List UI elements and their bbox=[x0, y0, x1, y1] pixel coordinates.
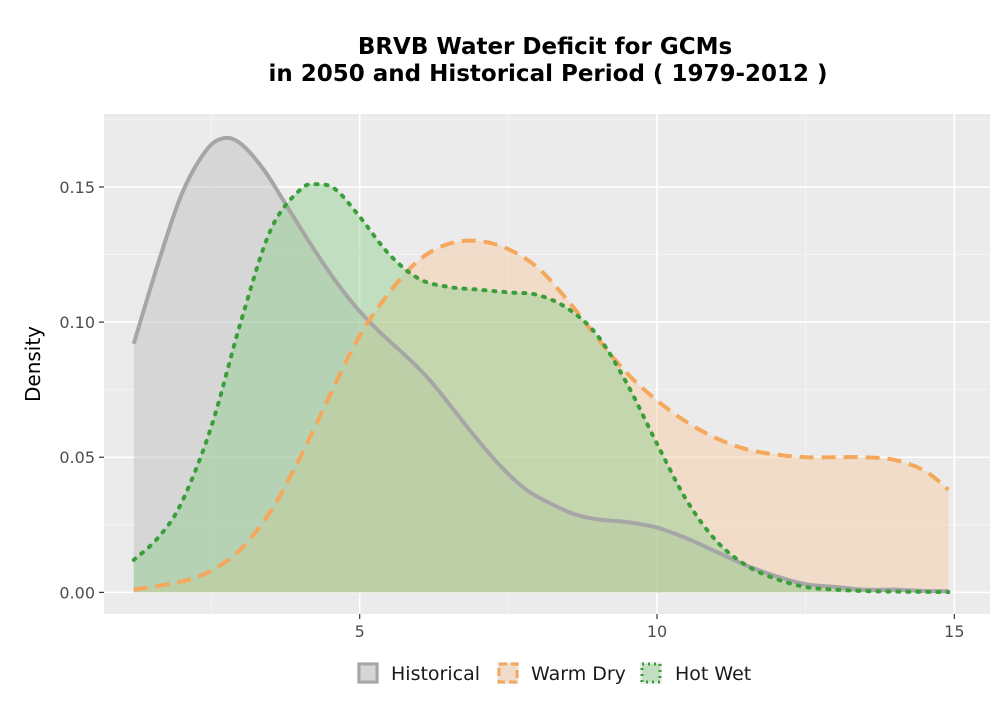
y-tick-label: 0.10 bbox=[59, 313, 95, 332]
legend-key-border-historical bbox=[357, 662, 379, 684]
series-layer bbox=[131, 135, 951, 595]
legend-key-fill-historical bbox=[359, 664, 377, 682]
legend-label-warm-dry: Warm Dry bbox=[531, 663, 626, 685]
density-area-warm-dry bbox=[133, 240, 949, 593]
legend-key-border-warm-dry bbox=[497, 662, 519, 684]
legend-key-bg-historical bbox=[357, 662, 379, 684]
y-tick-label: 0.05 bbox=[59, 448, 95, 467]
grid-layer bbox=[104, 114, 990, 614]
x-tick-label: 15 bbox=[944, 622, 964, 641]
legend-key-fill-hot-wet bbox=[642, 664, 660, 682]
legend-key-bg-warm-dry bbox=[497, 662, 519, 684]
plot-panel bbox=[104, 114, 990, 614]
chart-title-line-2: in 2050 and Historical Period ( 1979-201… bbox=[268, 61, 827, 87]
legend-label-hot-wet: Hot Wet bbox=[675, 663, 751, 685]
x-tick-label: 10 bbox=[647, 622, 667, 641]
density-line-hot-wet bbox=[131, 181, 951, 595]
y-tick-label: 0.00 bbox=[59, 583, 95, 602]
legend-key-fill-warm-dry bbox=[499, 664, 517, 682]
legend: Historical Warm Dry Hot Wet bbox=[357, 662, 751, 685]
chart-title-line-1: BRVB Water Deficit for GCMs bbox=[358, 34, 732, 60]
legend-key-bg-hot-wet bbox=[640, 662, 662, 684]
density-line-warm-dry bbox=[133, 238, 950, 592]
density-line-historical bbox=[131, 135, 949, 594]
legend-label-historical: Historical bbox=[391, 663, 480, 685]
x-tick-label: 5 bbox=[355, 622, 365, 641]
y-tick-label: 0.15 bbox=[59, 178, 95, 197]
tick-layer: 0.00 0.05 0.10 0.15 5 10 15 bbox=[59, 178, 964, 641]
y-axis-title: Density bbox=[21, 326, 45, 402]
density-area-historical bbox=[133, 137, 949, 593]
